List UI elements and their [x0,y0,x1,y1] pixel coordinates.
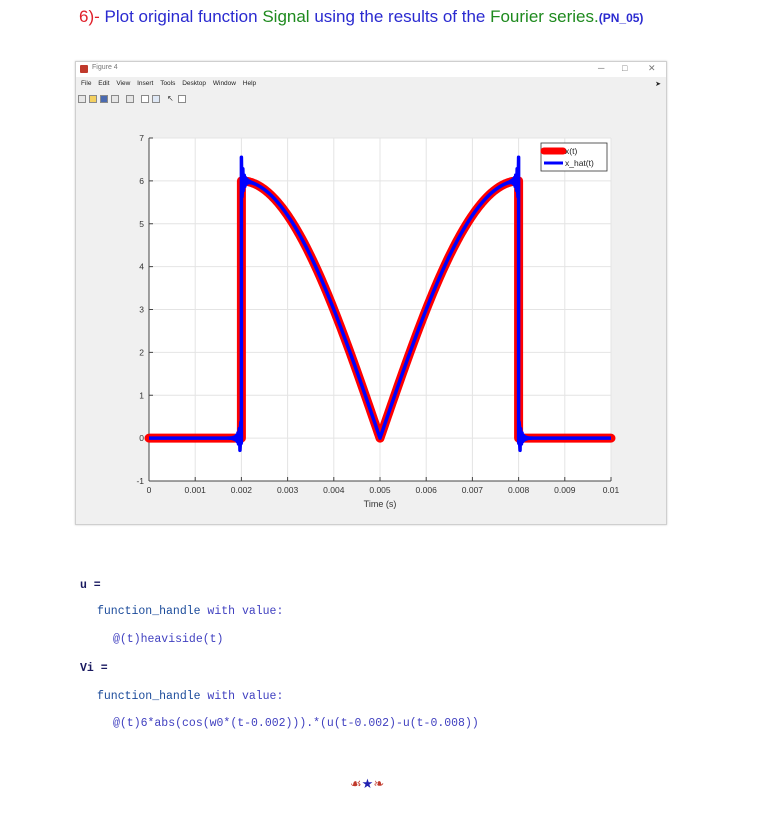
u-handle-expression: @(t)heaviside(t) [113,633,224,646]
vi-with-value: with value: [200,690,284,703]
legend-label-x: x(t) [565,146,577,156]
menu-edit[interactable]: Edit [98,80,110,87]
series-x-hat-line [147,155,613,453]
link-plot-icon[interactable] [126,95,134,103]
y-tick-label: 2 [139,347,144,357]
close-button[interactable]: ✕ [648,63,656,73]
y-tick-label: 1 [139,390,144,400]
x-tick-label: 0.008 [508,485,530,495]
window-titlebar: Figure 4 ─ □ ✕ [76,62,666,77]
code-vi-line2: @(t)6*abs(cos(w0*(t-0.002))).*(u(t-0.002… [113,717,479,730]
x-tick-label: 0.002 [231,485,253,495]
heading-text-2: using the results of the [309,7,491,26]
menu-window[interactable]: Window [212,80,236,87]
legend-label-xhat: x_hat(t) [565,158,594,168]
matlab-app-icon [80,65,88,73]
chart-svg: 0 0.001 0.002 0.003 0.004 0.005 0.006 0.007 0.00… [136,133,620,509]
insert-colorbar-icon[interactable] [141,95,149,103]
heading-number: 6)- [79,7,100,26]
y-tick-label: 4 [139,262,144,272]
x-tick-label: 0.009 [554,485,576,495]
menu-view[interactable]: View [116,80,131,87]
x-tick-label: 0.005 [369,485,391,495]
y-tick-label: 0 [139,433,144,443]
maximize-button[interactable]: □ [622,63,628,73]
x-tick-label: 0 [147,485,152,495]
ornament-right: ❧ [373,776,385,791]
heading-signal: Signal [262,7,310,26]
y-tick-label: 3 [139,305,144,315]
window-title: Figure 4 [92,64,118,71]
menu-help[interactable]: Help [242,80,257,87]
section-heading: 6)- Plot original function Signal using … [79,7,643,27]
ornament-star: ★ [361,776,374,791]
print-icon[interactable] [111,95,119,103]
x-tick-label: 0.004 [323,485,345,495]
ornament-left: ☙ [350,776,362,791]
open-file-icon[interactable] [89,95,97,103]
new-figure-icon[interactable] [78,95,86,103]
y-tick-label: 7 [139,133,144,143]
code-u-line2: @(t)heaviside(t) [113,633,223,646]
code-u-var: u = [80,579,101,592]
menu-bar: File Edit View Insert Tools Desktop Wind… [76,80,666,91]
x-tick-label: 0.006 [416,485,438,495]
menu-tools[interactable]: Tools [160,80,176,87]
x-tick-label: 0.007 [462,485,484,495]
u-with-value: with value: [200,605,284,618]
minimize-button[interactable]: ─ [598,63,605,73]
pointer-icon[interactable]: ↖ [167,94,174,103]
menu-insert[interactable]: Insert [137,80,154,87]
save-icon[interactable] [100,95,108,103]
code-vi-line1: function_handle with value: [97,690,283,703]
y-tick-label: 6 [139,176,144,186]
heading-tag: (PN_05) [598,11,644,25]
u-type: function_handle [97,605,201,618]
menu-expand-icon[interactable]: ➤ [655,81,661,88]
vi-handle-expression: @(t)6*abs(cos(w0*(t-0.002))).*(u(t-0.002… [113,717,479,730]
code-vi-var: Vi = [80,662,108,675]
plot-area: 0 0.001 0.002 0.003 0.004 0.005 0.006 0.007 0.00… [76,108,666,524]
vi-variable: Vi = [80,662,108,675]
x-tick-label: 0.001 [185,485,207,495]
figure-window: Figure 4 ─ □ ✕ File Edit View Insert Too… [75,61,667,525]
insert-legend-icon[interactable] [152,95,160,103]
menu-desktop[interactable]: Desktop [182,80,207,87]
code-u-line1: function_handle with value: [97,605,283,618]
x-tick-label: 0.003 [277,485,299,495]
vi-type: function_handle [97,690,201,703]
x-axis-label: Time (s) [364,499,397,509]
ornament-divider: ☙★❧ [350,776,384,792]
y-tick-label: 5 [139,219,144,229]
figure-toolbar: ↖ [78,94,664,105]
property-inspector-icon[interactable] [178,95,186,103]
u-variable: u = [80,579,101,592]
y-tick-label: -1 [136,476,144,486]
menu-file[interactable]: File [81,80,92,87]
x-tick-label: 0.01 [603,485,620,495]
heading-text-1: Plot original function [99,7,263,26]
heading-fourier: Fourier series. [490,7,599,26]
